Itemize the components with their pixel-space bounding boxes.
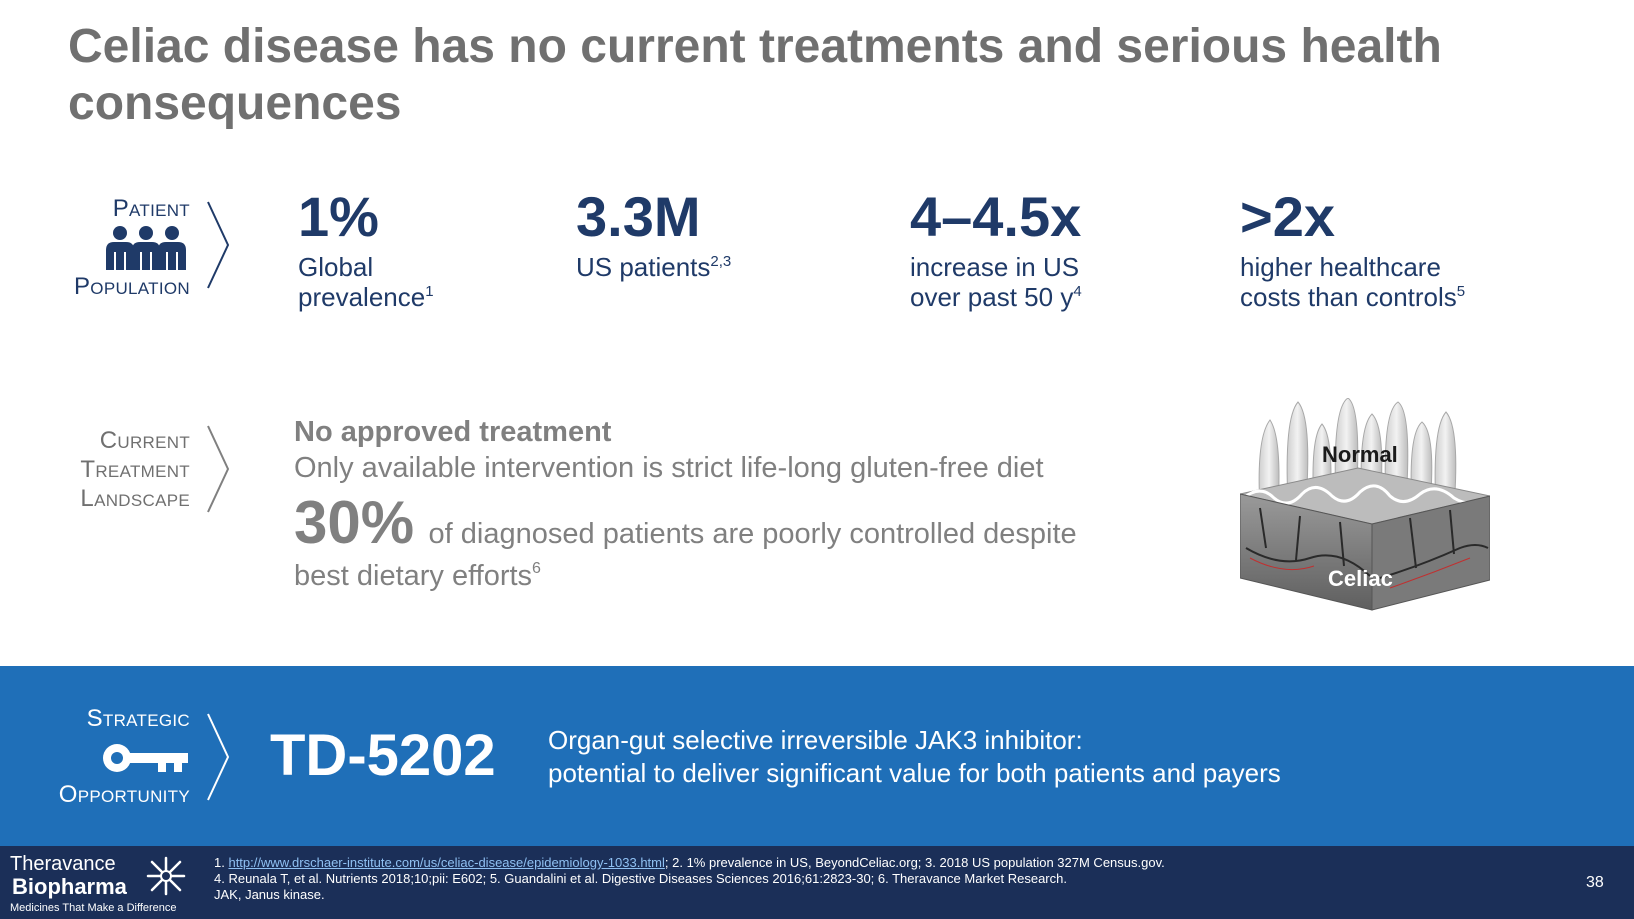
slide-title: Celiac disease has no current treatments… bbox=[68, 20, 1442, 130]
logo-word-biopharma: Biopharma bbox=[12, 874, 127, 899]
strategic-opportunity-band bbox=[0, 666, 1634, 846]
stat-value: 1% bbox=[298, 185, 379, 248]
chevron-right-icon bbox=[207, 713, 230, 801]
stat-value: >2x bbox=[1240, 185, 1335, 248]
stat-ref: 5 bbox=[1456, 283, 1466, 300]
stat-desc-line1: increase in US bbox=[910, 252, 1080, 282]
stat-desc-line2: costs than controls bbox=[1240, 282, 1457, 312]
company-logo: Theravance Biopharma Medicines That Make… bbox=[10, 854, 177, 915]
section-label-treatment-landscape: Current Treatment Landscape bbox=[20, 426, 190, 513]
stat-desc: Global prevalence1 bbox=[298, 252, 434, 312]
stat-ref: 1 bbox=[425, 283, 434, 300]
star-logo-icon bbox=[146, 856, 186, 896]
poorly-controlled-stat: 30% of diagnosed patients are poorly con… bbox=[294, 490, 1154, 556]
label-strategic: Strategic bbox=[86, 705, 190, 732]
people-group-icon bbox=[106, 226, 186, 270]
chevron-right-icon bbox=[207, 201, 230, 289]
no-approved-treatment-headline: No approved treatment bbox=[294, 416, 612, 448]
stat-desc: increase in US over past 50 y4 bbox=[910, 252, 1082, 312]
stat-desc-line1: Global bbox=[298, 252, 374, 282]
intestinal-tissue-illustration bbox=[1240, 398, 1490, 611]
key-icon bbox=[103, 744, 188, 772]
stat-desc: higher healthcare costs than controls5 bbox=[1240, 252, 1465, 312]
celiac-label: Celiac bbox=[1328, 566, 1393, 591]
label-landscape: Landscape bbox=[80, 485, 190, 512]
stat-value: 3.3M bbox=[576, 185, 701, 248]
treatment-ref: 6 bbox=[532, 560, 541, 577]
ref-prefix: 1. bbox=[214, 855, 229, 870]
label-current: Current bbox=[99, 427, 190, 454]
drug-desc-line2: potential to deliver significant value f… bbox=[548, 758, 1281, 788]
chevron-right-icon bbox=[207, 425, 230, 513]
drug-description: Organ-gut selective irreversible JAK3 in… bbox=[548, 724, 1448, 790]
stat-increase-us: 4–4.5x increase in US over past 50 y4 bbox=[910, 185, 1082, 313]
stat-ref: 4 bbox=[1073, 283, 1082, 300]
ref-line-2: 4. Reunala T, et al. Nutrients 2018;10;p… bbox=[214, 871, 1067, 886]
section-label-patient-population: Patient bbox=[40, 194, 190, 223]
gluten-free-diet-line: Only available intervention is strict li… bbox=[294, 452, 1044, 484]
stat-ref: 2,3 bbox=[710, 253, 732, 270]
stat-desc-line2: over past 50 y bbox=[910, 282, 1074, 312]
treatment-text-block: No approved treatment Only available int… bbox=[294, 414, 1154, 594]
label-treatment: Treatment bbox=[80, 456, 190, 483]
stat-desc-line2: prevalence bbox=[298, 282, 426, 312]
ref-link[interactable]: http://www.drschaer-institute.com/us/cel… bbox=[228, 855, 665, 870]
label-opportunity: Opportunity bbox=[58, 781, 190, 808]
stat-desc: US patients2,3 bbox=[576, 252, 731, 282]
dietary-efforts-text: best dietary efforts bbox=[294, 560, 533, 592]
stat-us-patients: 3.3M US patients2,3 bbox=[576, 185, 731, 283]
drug-name: TD-5202 bbox=[270, 723, 496, 788]
label-population: Population bbox=[74, 273, 190, 300]
stat-desc-line1: higher healthcare bbox=[1240, 252, 1441, 282]
ref-line-3: JAK, Janus kinase. bbox=[214, 887, 325, 902]
page-number: 38 bbox=[1586, 874, 1604, 891]
stat-healthcare-costs: >2x higher healthcare costs than control… bbox=[1240, 185, 1465, 313]
logo-tagline: Medicines That Make a Difference bbox=[10, 902, 177, 914]
logo-word-theravance: Theravance bbox=[10, 853, 116, 875]
poorly-controlled-text: of diagnosed patients are poorly control… bbox=[428, 518, 1077, 550]
stat-desc-line1: US patients bbox=[576, 252, 711, 282]
dietary-efforts-line: best dietary efforts6 bbox=[294, 558, 1154, 594]
footnote-references: 1. http://www.drschaer-institute.com/us/… bbox=[214, 855, 1514, 903]
ref-line-1: 1. http://www.drschaer-institute.com/us/… bbox=[214, 855, 1514, 871]
stat-global-prevalence: 1% Global prevalence1 bbox=[298, 185, 434, 313]
ref-line1-rest: ; 2. 1% prevalence in US, BeyondCeliac.o… bbox=[664, 855, 1165, 870]
footer-bar bbox=[0, 846, 1634, 919]
stat-value: 4–4.5x bbox=[910, 185, 1082, 248]
normal-label: Normal bbox=[1322, 442, 1398, 467]
drug-desc-line1: Organ-gut selective irreversible JAK3 in… bbox=[548, 725, 1083, 755]
poorly-controlled-pct: 30% bbox=[294, 489, 415, 556]
label-patient: Patient bbox=[112, 195, 190, 222]
